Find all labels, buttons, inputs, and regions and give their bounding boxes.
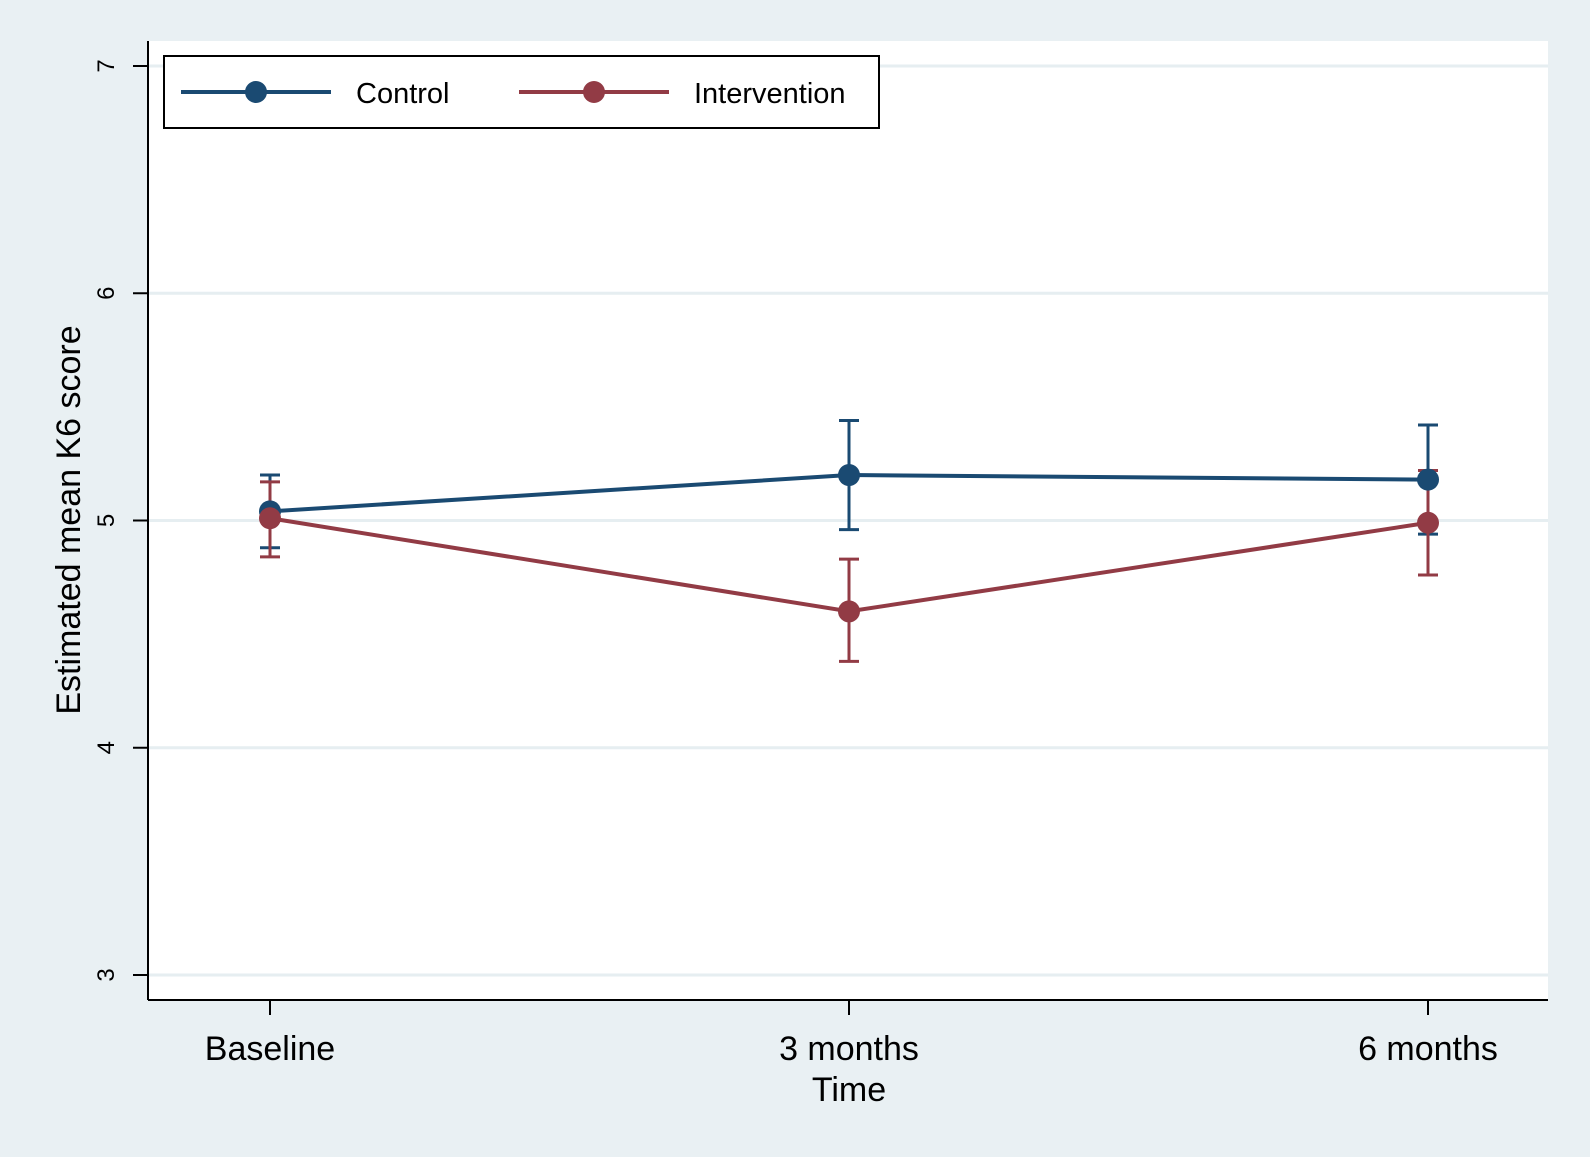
y-tick-label: 3	[93, 968, 120, 981]
x-tick-label: Baseline	[205, 1030, 335, 1068]
series-group	[259, 419, 1439, 663]
legend-control-label: Control	[356, 78, 450, 110]
legend-control-marker	[245, 81, 267, 103]
y-tick-label: 7	[93, 59, 120, 72]
x-axis: Baseline 3 months 6 months	[148, 999, 1548, 1068]
y-tick-label: 6	[93, 287, 120, 300]
intervention-data-point	[259, 507, 281, 530]
control-data-point	[1417, 468, 1439, 491]
y-axis: 3 4 5 6 7	[93, 41, 149, 1000]
intervention-data-point	[1417, 511, 1439, 534]
legend-intervention-marker	[583, 81, 605, 103]
y-axis-title: Estimated mean K6 score	[50, 325, 88, 714]
control-data-point	[838, 464, 860, 487]
legend: Control Intervention	[163, 55, 880, 129]
intervention-data-point	[838, 600, 860, 623]
x-tick-label: 6 months	[1358, 1030, 1498, 1068]
y-tick-label: 5	[93, 514, 120, 527]
x-axis-title: Time	[812, 1071, 886, 1109]
y-tick-label: 4	[93, 741, 120, 754]
x-tick-label: 3 months	[779, 1030, 919, 1068]
legend-intervention-label: Intervention	[694, 78, 846, 110]
